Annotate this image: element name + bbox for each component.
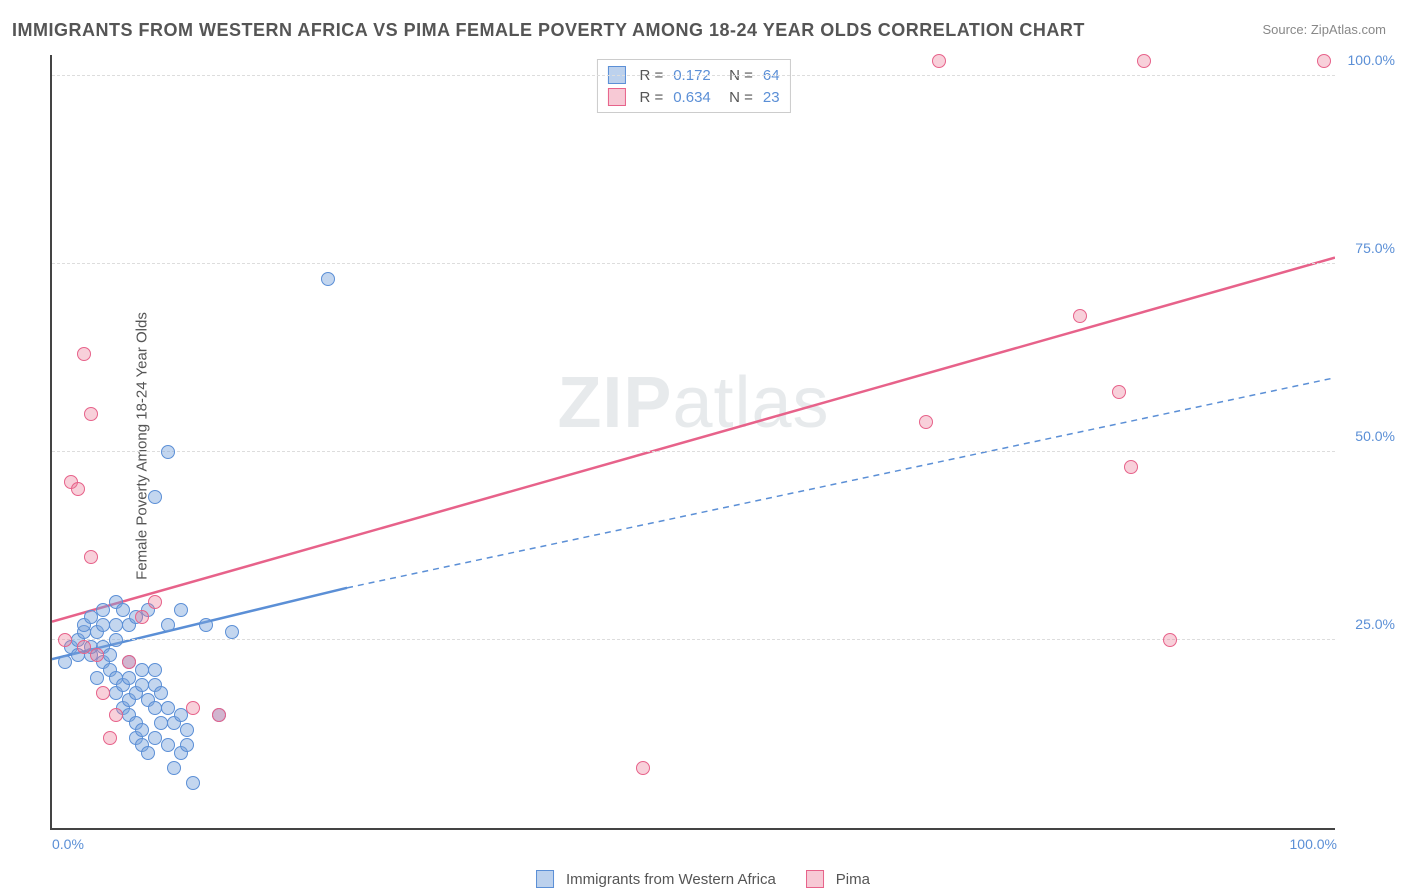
grid-line	[52, 639, 1335, 640]
data-point-blue	[161, 618, 175, 632]
data-point-blue	[154, 686, 168, 700]
correlation-legend: R = 0.172 N = 64 R = 0.634 N = 23	[596, 59, 790, 113]
chart-title: IMMIGRANTS FROM WESTERN AFRICA VS PIMA F…	[12, 20, 1085, 41]
data-point-pink	[77, 347, 91, 361]
data-point-blue	[122, 671, 136, 685]
grid-line	[52, 263, 1335, 264]
legend-item-blue: Immigrants from Western Africa	[536, 870, 776, 888]
swatch-pink-icon	[607, 88, 625, 106]
data-point-blue	[141, 746, 155, 760]
swatch-pink-icon	[806, 870, 824, 888]
swatch-blue-icon	[536, 870, 554, 888]
data-point-blue	[161, 445, 175, 459]
data-point-blue	[103, 648, 117, 662]
data-point-pink	[109, 708, 123, 722]
data-point-pink	[84, 407, 98, 421]
grid-line	[52, 75, 1335, 76]
y-tick-label: 50.0%	[1340, 428, 1395, 444]
data-point-blue	[116, 603, 130, 617]
data-point-blue	[174, 708, 188, 722]
data-point-blue	[161, 701, 175, 715]
data-point-pink	[186, 701, 200, 715]
data-point-blue	[84, 610, 98, 624]
data-point-blue	[58, 655, 72, 669]
legend-label-pink: Pima	[836, 871, 870, 888]
data-point-blue	[135, 723, 149, 737]
data-point-blue	[148, 490, 162, 504]
data-point-pink	[1137, 54, 1151, 68]
data-point-pink	[84, 550, 98, 564]
data-point-blue	[174, 603, 188, 617]
data-point-pink	[77, 640, 91, 654]
source-attribution: Source: ZipAtlas.com	[1262, 22, 1386, 37]
data-point-pink	[103, 731, 117, 745]
data-point-pink	[148, 595, 162, 609]
data-point-pink	[636, 761, 650, 775]
data-point-blue	[148, 663, 162, 677]
data-point-blue	[180, 738, 194, 752]
series-legend: Immigrants from Western Africa Pima	[536, 870, 870, 888]
data-point-blue	[148, 731, 162, 745]
data-point-blue	[161, 738, 175, 752]
watermark-bold: ZIP	[557, 363, 672, 443]
data-point-pink	[1112, 385, 1126, 399]
data-point-blue	[225, 625, 239, 639]
legend-item-pink: Pima	[806, 870, 870, 888]
chart-container: IMMIGRANTS FROM WESTERN AFRICA VS PIMA F…	[0, 0, 1406, 892]
data-point-pink	[135, 610, 149, 624]
data-point-blue	[186, 776, 200, 790]
data-point-blue	[109, 633, 123, 647]
correlation-row-pink: R = 0.634 N = 23	[607, 86, 779, 108]
data-point-pink	[1317, 54, 1331, 68]
data-point-pink	[71, 482, 85, 496]
r-value-pink: 0.634	[673, 89, 711, 106]
x-tick-label: 0.0%	[52, 836, 84, 852]
watermark: ZIPatlas	[557, 362, 829, 444]
data-point-pink	[58, 633, 72, 647]
data-point-blue	[321, 272, 335, 286]
n-label: N =	[721, 89, 753, 106]
y-tick-label: 100.0%	[1340, 52, 1395, 68]
data-point-blue	[180, 723, 194, 737]
data-point-pink	[1073, 309, 1087, 323]
data-point-pink	[932, 54, 946, 68]
grid-line	[52, 451, 1335, 452]
watermark-rest: atlas	[672, 363, 829, 443]
data-point-pink	[90, 648, 104, 662]
data-point-blue	[96, 603, 110, 617]
data-point-blue	[90, 671, 104, 685]
data-point-pink	[1124, 460, 1138, 474]
y-tick-label: 25.0%	[1340, 616, 1395, 632]
plot-area: ZIPatlas R = 0.172 N = 64 R = 0.634 N = …	[50, 55, 1335, 830]
trend-line-ext-blue	[347, 378, 1335, 588]
y-tick-label: 75.0%	[1340, 240, 1395, 256]
data-point-pink	[122, 655, 136, 669]
trend-line-pink	[52, 258, 1335, 622]
r-label: R =	[639, 89, 663, 106]
data-point-pink	[212, 708, 226, 722]
n-value-pink: 23	[763, 89, 780, 106]
data-point-pink	[1163, 633, 1177, 647]
data-point-blue	[167, 761, 181, 775]
data-point-pink	[96, 686, 110, 700]
trend-lines	[52, 55, 1335, 828]
x-tick-label: 100.0%	[1290, 836, 1337, 852]
data-point-pink	[919, 415, 933, 429]
data-point-blue	[199, 618, 213, 632]
legend-label-blue: Immigrants from Western Africa	[566, 871, 776, 888]
